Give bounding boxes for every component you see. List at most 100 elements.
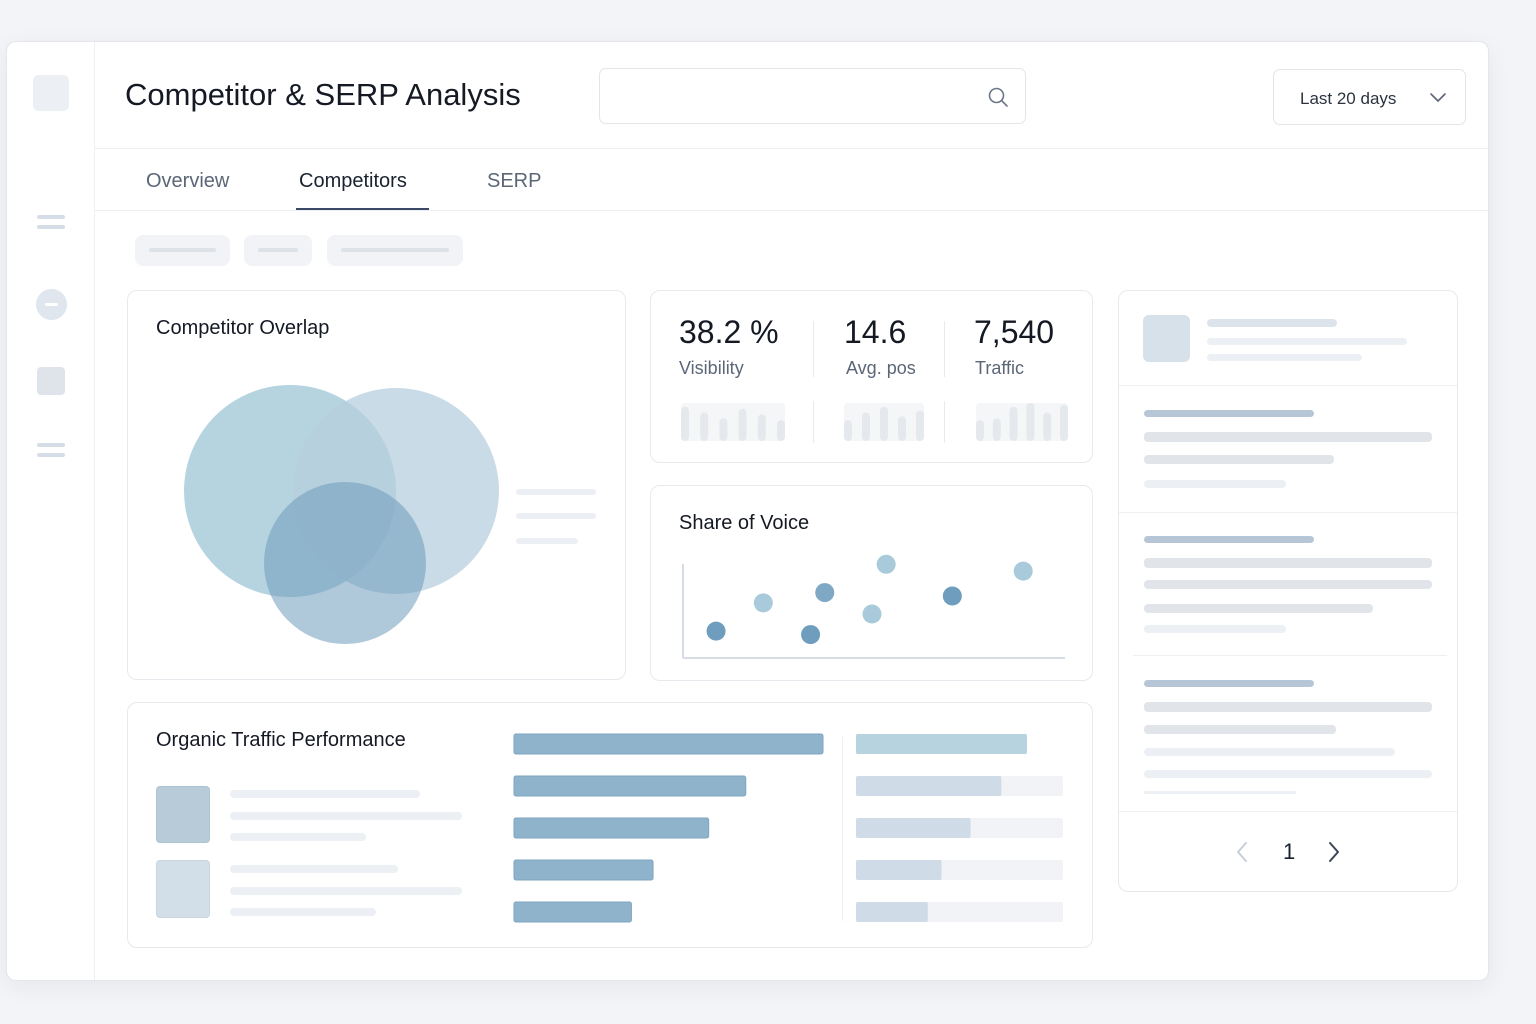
app-logo <box>33 75 69 111</box>
text-placeholder <box>1144 702 1432 712</box>
app-window: Competitor & SERP Analysis Last 20 days … <box>6 41 1489 981</box>
filter-chip[interactable] <box>244 235 312 266</box>
sparkline-bar <box>738 408 747 441</box>
sparkline-bar <box>880 406 888 441</box>
sparkline-bar <box>700 412 709 441</box>
tab-competitors[interactable]: Competitors <box>299 170 407 192</box>
sparkline-bar <box>757 414 766 441</box>
remove-icon[interactable] <box>36 289 67 320</box>
sparkline-bar <box>916 410 924 441</box>
sparkline-bg <box>976 403 1068 441</box>
scatter-point <box>876 554 896 574</box>
date-range-select[interactable]: Last 20 days <box>1273 69 1466 125</box>
row-divider <box>1133 655 1447 656</box>
page-title: Competitor & SERP Analysis <box>125 77 521 112</box>
search-box[interactable] <box>599 68 1026 124</box>
text-placeholder <box>1144 432 1432 442</box>
scatter-point <box>801 625 821 645</box>
text-placeholder <box>1144 770 1432 778</box>
traffic-value: 7,540 <box>974 314 1055 350</box>
sparkline-bg <box>681 403 785 441</box>
visibility-sparkline <box>681 403 785 441</box>
traffic-bar-chart <box>513 733 824 923</box>
tab-serp[interactable]: SERP <box>487 170 542 192</box>
next-page-icon[interactable] <box>1326 840 1342 864</box>
traffic-secondary-bar <box>856 860 942 880</box>
metric-divider <box>813 401 814 443</box>
venn-diagram <box>184 385 499 644</box>
legend-placeholder <box>516 513 596 519</box>
text-placeholder <box>1144 580 1432 589</box>
search-icon[interactable] <box>987 86 1009 108</box>
filter-chip[interactable] <box>135 235 230 266</box>
menu-icon[interactable] <box>37 215 65 233</box>
filter-chip[interactable] <box>327 235 463 266</box>
traffic-secondary-bar <box>856 902 928 922</box>
metrics-card: 38.2 % Visibility 14.6 Avg. pos 7,540 Tr… <box>650 290 1093 463</box>
traffic-bar <box>513 859 654 881</box>
card-title: Competitor Overlap <box>156 317 330 339</box>
text-placeholder <box>230 812 462 820</box>
text-placeholder <box>1144 604 1373 613</box>
column-divider <box>842 737 843 921</box>
row-divider <box>1119 512 1457 513</box>
traffic-bar <box>513 901 632 923</box>
organic-traffic-card: Organic Traffic Performance <box>127 702 1093 948</box>
text-placeholder <box>1144 410 1314 417</box>
text-placeholder <box>230 887 462 895</box>
text-placeholder <box>1144 558 1432 568</box>
square-icon[interactable] <box>37 367 65 395</box>
avg-pos-label: Avg. pos <box>846 358 916 378</box>
card-title: Share of Voice <box>679 512 810 534</box>
sidebar <box>7 42 95 980</box>
active-tab-indicator <box>296 208 429 210</box>
sparkline-bar <box>719 418 728 441</box>
traffic-bar <box>513 817 710 839</box>
traffic-secondary-bar <box>856 776 1002 796</box>
sparkline-bar <box>992 418 1001 441</box>
text-placeholder <box>1144 791 1296 794</box>
text-placeholder <box>1207 354 1362 361</box>
scatter-point <box>706 621 726 641</box>
visibility-value: 38.2 % <box>679 314 779 350</box>
text-placeholder <box>1144 625 1286 633</box>
traffic-secondary-bar <box>856 734 1027 754</box>
sparkline-bar <box>976 420 984 441</box>
legend-placeholder <box>516 489 596 495</box>
metric-divider <box>813 321 814 377</box>
scatter-point <box>942 586 962 606</box>
scatter-point <box>1013 561 1033 581</box>
current-page-number[interactable]: 1 <box>1283 839 1296 864</box>
thumbnail <box>156 860 210 918</box>
sparkline-bar <box>1026 403 1035 441</box>
chevron-down-icon <box>1430 93 1446 102</box>
previous-page-icon[interactable] <box>1234 840 1250 864</box>
header-divider <box>95 148 1488 149</box>
search-input[interactable] <box>600 69 970 123</box>
share-of-voice-card: Share of Voice <box>650 485 1093 681</box>
traffic-label: Traffic <box>975 358 1025 378</box>
competitor-list-card: 1 <box>1118 290 1458 892</box>
row-divider <box>1119 811 1457 812</box>
venn-circle-c <box>264 482 426 644</box>
text-placeholder <box>1144 680 1314 687</box>
list-icon[interactable] <box>37 443 65 461</box>
sparkline-bar <box>898 416 906 441</box>
text-placeholder <box>1144 748 1395 756</box>
traffic-bar <box>513 733 824 755</box>
date-range-label: Last 20 days <box>1300 89 1397 108</box>
sparkline-bar <box>1060 404 1068 441</box>
card-title: Organic Traffic Performance <box>156 729 406 751</box>
tabs-divider <box>95 210 1488 211</box>
traffic-sparkline <box>976 403 1068 441</box>
traffic-secondary-bar <box>856 818 971 838</box>
scatter-point <box>753 593 773 613</box>
tab-overview[interactable]: Overview <box>146 170 230 192</box>
competitor-avatar <box>1143 315 1190 362</box>
competitor-overlap-card: Competitor Overlap <box>127 290 626 680</box>
text-placeholder <box>1144 455 1334 464</box>
text-placeholder <box>230 908 376 916</box>
row-divider <box>1119 385 1457 386</box>
scatter-point <box>862 604 882 624</box>
text-placeholder <box>230 790 420 798</box>
